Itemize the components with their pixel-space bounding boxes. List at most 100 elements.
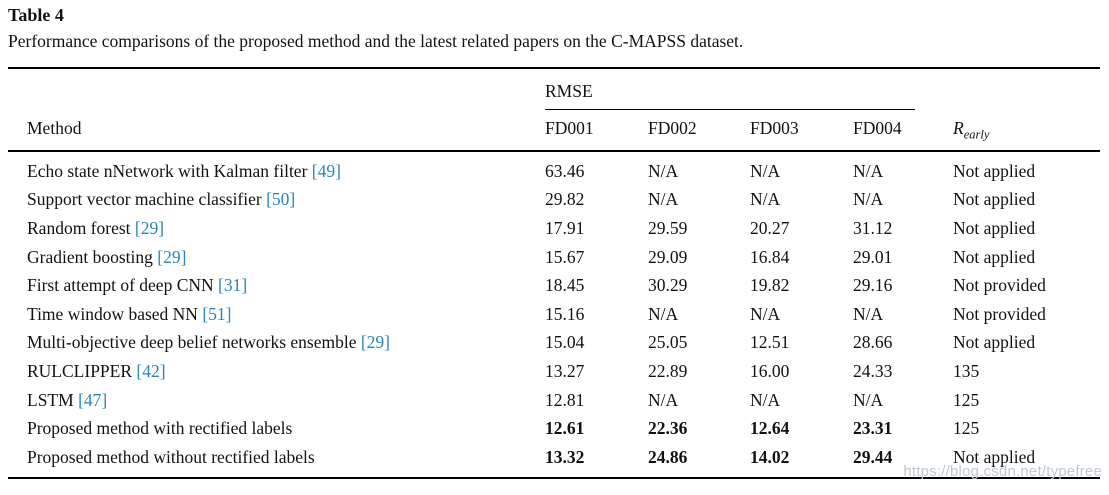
rmse-value-fd004: N/A	[853, 303, 884, 324]
comparison-table: RMSE Method FD001 FD002 FD003 FD004 Rear…	[8, 67, 1100, 479]
rmse-value-fd001: 12.81	[545, 389, 585, 410]
method-label: Proposed method without rectified labels	[27, 446, 315, 467]
rmse-value-fd003: N/A	[750, 189, 781, 210]
rmse-value-fd004: N/A	[853, 389, 884, 410]
table-bottom-rule	[8, 476, 1100, 479]
rmse-value-fd003: 16.84	[750, 246, 790, 267]
table-row: Multi-objective deep belief networks ens…	[8, 329, 1100, 358]
citation-ref[interactable]: [42]	[132, 360, 166, 381]
citation-ref[interactable]: [49]	[307, 160, 341, 181]
rmse-value-fd003: N/A	[750, 389, 781, 410]
rmse-value-fd001: 12.61	[545, 418, 585, 439]
method-label: Time window based NN	[27, 303, 198, 324]
table-row: Support vector machine classifier [50] 2…	[8, 186, 1100, 215]
rmse-value-fd004: 29.01	[853, 246, 893, 267]
rmse-value-fd001: 15.16	[545, 303, 585, 324]
method-label: Echo state nNetwork with Kalman filter	[27, 160, 308, 181]
table-title: Table 4	[8, 5, 64, 25]
rmse-value-fd004: 31.12	[853, 217, 893, 238]
method-label: RULCLIPPER	[27, 360, 133, 381]
rmse-value-fd001: 63.46	[545, 160, 585, 181]
method-label: Gradient boosting	[27, 246, 153, 267]
column-header-fd003: FD003	[750, 118, 799, 138]
method-label: Proposed method with rectified labels	[27, 418, 293, 439]
rmse-value-fd004: 23.31	[853, 418, 893, 439]
rmse-value-fd003: 16.00	[750, 360, 790, 381]
rmse-value-fd003: 12.64	[750, 418, 790, 439]
r-early-value: Not applied	[953, 446, 1036, 467]
table-row: Proposed method without rectified labels…	[8, 443, 1100, 472]
r-early-value: Not applied	[953, 189, 1036, 210]
citation-ref[interactable]: [29]	[130, 217, 165, 238]
table-body: Echo state nNetwork with Kalman filter […	[8, 152, 1100, 477]
table-row: Random forest [29] 17.91 29.59 20.27 31.…	[8, 214, 1100, 243]
method-label: Random forest	[27, 217, 131, 238]
method-label: First attempt of deep CNN	[27, 275, 214, 296]
rmse-value-fd002: 29.59	[648, 217, 688, 238]
rmse-value-fd003: 12.51	[750, 332, 790, 353]
method-column-header: Method	[27, 118, 82, 138]
r-early-value: Not applied	[953, 246, 1036, 267]
group-header-spacer	[8, 81, 545, 110]
r-early-value: 135	[953, 360, 980, 381]
group-header-row: RMSE	[8, 69, 1100, 110]
rmse-value-fd001: 17.91	[545, 217, 585, 238]
citation-ref[interactable]: [29]	[356, 332, 391, 353]
citation-ref[interactable]: [50]	[261, 189, 296, 210]
watermark-url: https://blog.csdn.net/typefree	[903, 463, 1102, 480]
r-early-value: Not provided	[953, 303, 1046, 324]
rmse-value-fd003: 20.27	[750, 217, 790, 238]
method-label: Support vector machine classifier	[27, 189, 262, 210]
table-row: Time window based NN [51] 15.16 N/A N/A …	[8, 300, 1100, 329]
method-label: Multi-objective deep belief networks ens…	[27, 332, 357, 353]
rmse-value-fd001: 13.32	[545, 446, 585, 467]
rmse-value-fd003: 14.02	[750, 446, 790, 467]
column-header-row: Method FD001 FD002 FD003 FD004 Rearly	[8, 110, 1100, 150]
column-header-fd001: FD001	[545, 118, 594, 138]
rmse-value-fd001: 13.27	[545, 360, 585, 381]
rmse-value-fd002: N/A	[648, 303, 679, 324]
table-row: First attempt of deep CNN [31] 18.45 30.…	[8, 271, 1100, 300]
rmse-value-fd004: 29.16	[853, 275, 893, 296]
rmse-value-fd004: 29.44	[853, 446, 893, 467]
citation-ref[interactable]: [51]	[197, 303, 232, 324]
rmse-value-fd003: 19.82	[750, 275, 790, 296]
rmse-value-fd002: 25.05	[648, 332, 688, 353]
column-header-fd004: FD004	[853, 118, 902, 138]
citation-ref[interactable]: [47]	[73, 389, 108, 410]
rmse-value-fd001: 29.82	[545, 189, 585, 210]
rmse-value-fd004: N/A	[853, 160, 884, 181]
rmse-value-fd003: N/A	[750, 160, 781, 181]
rmse-value-fd004: 28.66	[853, 332, 893, 353]
rmse-value-fd002: N/A	[648, 389, 679, 410]
rmse-group-header: RMSE	[545, 81, 915, 110]
r-early-value: Not applied	[953, 332, 1036, 353]
rmse-value-fd001: 15.67	[545, 246, 585, 267]
table-row: RULCLIPPER [42] 13.27 22.89 16.00 24.33 …	[8, 357, 1100, 386]
citation-ref[interactable]: [29]	[152, 246, 187, 267]
citation-ref[interactable]: [31]	[213, 275, 248, 296]
table-row: Gradient boosting [29] 15.67 29.09 16.84…	[8, 243, 1100, 272]
table-row: Proposed method with rectified labels 12…	[8, 414, 1100, 443]
r-early-value: 125	[953, 418, 980, 439]
r-early-value: Not provided	[953, 275, 1046, 296]
rmse-value-fd002: 22.89	[648, 360, 688, 381]
table-mid-rule	[8, 150, 1100, 152]
r-early-value: Not applied	[953, 160, 1036, 181]
table-row: LSTM [47] 12.81 N/A N/A N/A 125	[8, 386, 1100, 415]
column-header-fd002: FD002	[648, 118, 697, 138]
table-caption: Performance comparisons of the proposed …	[8, 31, 744, 51]
rmse-value-fd003: N/A	[750, 303, 781, 324]
rmse-value-fd004: 24.33	[853, 360, 893, 381]
table-row: Echo state nNetwork with Kalman filter […	[8, 157, 1100, 186]
rmse-value-fd002: 24.86	[648, 446, 688, 467]
rmse-value-fd002: 30.29	[648, 275, 688, 296]
table-top-rule	[8, 67, 1100, 69]
r-early-value: 125	[953, 389, 980, 410]
rmse-value-fd002: N/A	[648, 189, 679, 210]
rmse-value-fd002: N/A	[648, 160, 679, 181]
rmse-value-fd002: 29.09	[648, 246, 688, 267]
r-early-value: Not applied	[953, 217, 1036, 238]
rmse-value-fd002: 22.36	[648, 418, 688, 439]
